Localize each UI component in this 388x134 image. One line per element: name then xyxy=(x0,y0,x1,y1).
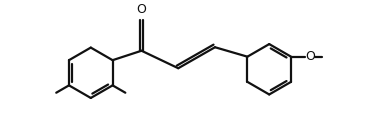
Text: O: O xyxy=(137,3,146,16)
Text: O: O xyxy=(305,50,315,63)
